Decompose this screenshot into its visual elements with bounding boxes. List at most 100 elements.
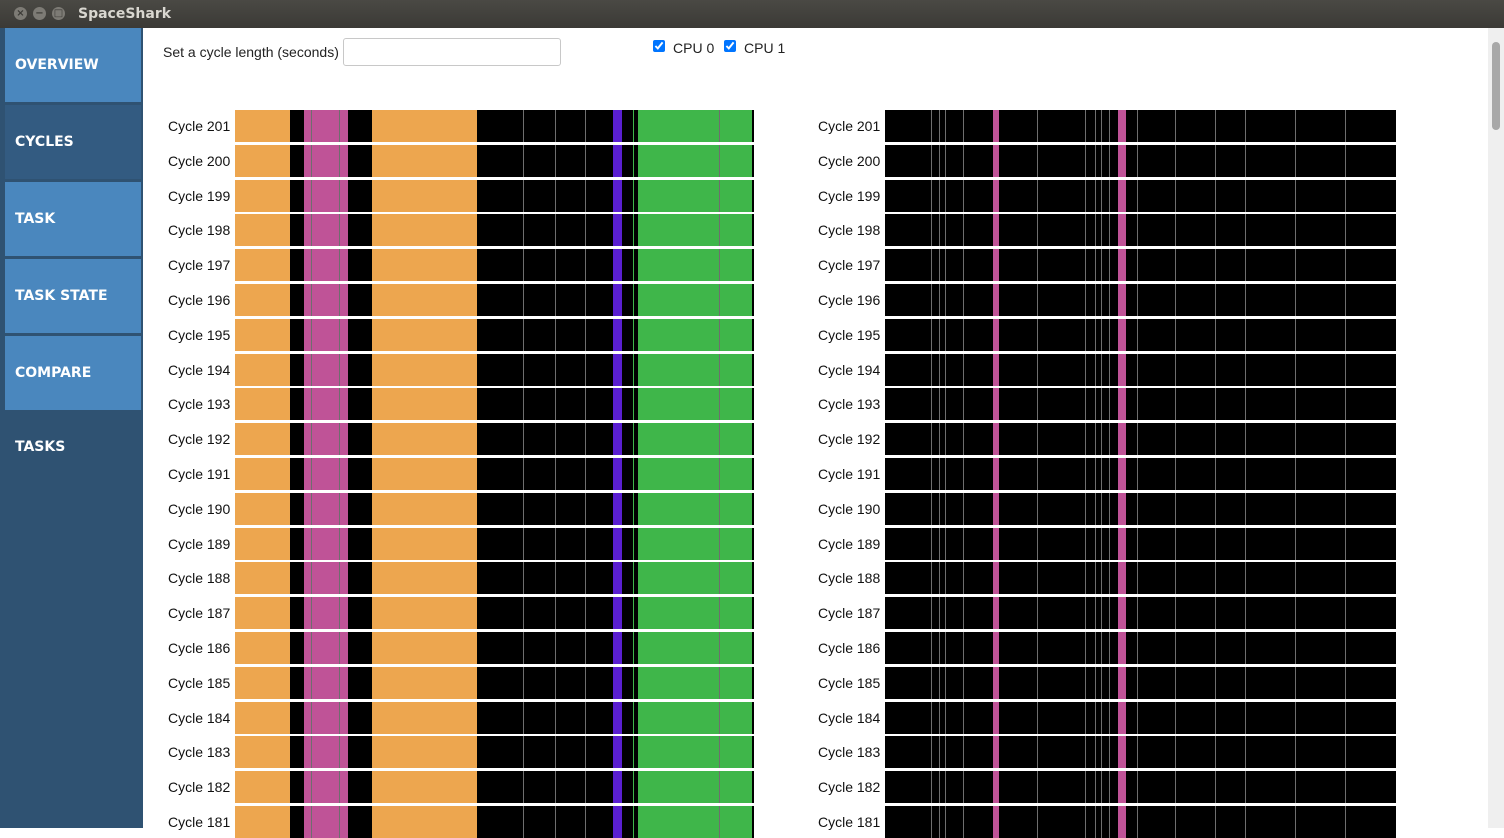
task-tick [455, 701, 456, 734]
cycle-timeline-bar[interactable] [235, 632, 754, 664]
task-segment [477, 806, 613, 838]
task-tick [1175, 562, 1176, 595]
cycle-timeline-bar[interactable] [885, 458, 1396, 490]
close-window-button[interactable]: × [14, 7, 27, 20]
cycle-timeline-bar[interactable] [235, 492, 754, 525]
task-tick [1109, 249, 1110, 282]
cycle-timeline-bar[interactable] [235, 736, 754, 769]
cycle-label: Cycle 200 [818, 152, 881, 169]
task-tick [931, 388, 932, 421]
nav-task-statistics[interactable]: TASK STATISTICS [5, 182, 141, 301]
nav-compare-tasks[interactable]: COMPARE TASKS [5, 336, 141, 455]
cycle-timeline-bar[interactable] [885, 701, 1396, 734]
cycle-timeline-bar[interactable] [885, 736, 1396, 769]
cycle-timeline-bar[interactable] [885, 249, 1396, 282]
cycle-timeline-bar[interactable] [235, 353, 754, 386]
cycle-timeline-bar[interactable] [885, 318, 1396, 351]
cycle-timeline-bar[interactable] [885, 771, 1396, 804]
task-tick [311, 388, 312, 421]
task-tick [276, 771, 277, 804]
cycle-timeline-bar[interactable] [235, 249, 754, 282]
task-tick [1137, 666, 1138, 699]
cycle-timeline-bar[interactable] [885, 527, 1396, 560]
task-tick [1095, 284, 1096, 316]
task-segment [885, 144, 1371, 177]
task-segment [638, 284, 752, 316]
cycle-timeline-bar[interactable] [885, 597, 1396, 630]
cycle-timeline-bar[interactable] [885, 423, 1396, 456]
task-tick [939, 701, 940, 734]
task-tick [1215, 318, 1216, 351]
cycle-length-input[interactable] [343, 38, 561, 66]
cycle-timeline-bar[interactable] [235, 771, 754, 804]
task-tick [719, 110, 720, 142]
nav-cycles[interactable]: CYCLES [5, 105, 141, 179]
task-tick [405, 806, 406, 838]
vertical-scrollbar[interactable] [1488, 28, 1504, 828]
cycle-timeline-bar[interactable] [235, 318, 754, 351]
task-tick [405, 527, 406, 560]
cycle-timeline-bar[interactable] [235, 110, 754, 142]
task-segment [638, 562, 752, 595]
cycle-timeline-bar[interactable] [235, 144, 754, 177]
cycle-timeline-bar[interactable] [235, 423, 754, 456]
task-tick [1109, 318, 1110, 351]
task-tick [455, 458, 456, 490]
task-segment [638, 318, 752, 351]
task-tick [1215, 249, 1216, 282]
cycle-timeline-bar[interactable] [235, 666, 754, 699]
cycle-timeline-bar[interactable] [885, 214, 1396, 247]
cycle-timeline-bar[interactable] [885, 492, 1396, 525]
cycle-timeline-bar[interactable] [885, 284, 1396, 316]
cycle-timeline-bar[interactable] [885, 353, 1396, 386]
cycle-timeline-bar[interactable] [235, 527, 754, 560]
nav-task-state[interactable]: TASK STATE [5, 259, 141, 333]
task-tick [1175, 458, 1176, 490]
task-tick [434, 423, 435, 456]
cycle-timeline-bar[interactable] [235, 701, 754, 734]
cycle-timeline-bar[interactable] [885, 562, 1396, 595]
task-tick [405, 214, 406, 247]
cycle-timeline-bar[interactable] [235, 214, 754, 247]
task-tick [1109, 423, 1110, 456]
task-tick [261, 249, 262, 282]
scrollbar-thumb[interactable] [1492, 42, 1500, 130]
task-tick [719, 527, 720, 560]
cpu0-checkbox[interactable] [653, 40, 665, 52]
task-segment [885, 736, 1371, 769]
cycle-timeline-bar[interactable] [885, 632, 1396, 664]
task-tick [405, 318, 406, 351]
cpu1-checkbox[interactable] [724, 40, 736, 52]
task-segment [622, 736, 638, 769]
task-tick [1295, 318, 1296, 351]
cycle-timeline-bar[interactable] [885, 666, 1396, 699]
task-tick [405, 110, 406, 142]
task-segment [993, 562, 999, 595]
task-tick [719, 144, 720, 177]
task-segment [1118, 110, 1126, 142]
cycle-label: Cycle 197 [818, 257, 881, 274]
cycle-timeline-bar[interactable] [235, 806, 754, 838]
task-tick [1295, 701, 1296, 734]
cycle-timeline-bar[interactable] [235, 597, 754, 630]
cycle-timeline-bar[interactable] [235, 458, 754, 490]
cycle-timeline-bar[interactable] [885, 110, 1396, 142]
cycle-timeline-bar[interactable] [235, 284, 754, 316]
task-tick [1101, 353, 1102, 386]
task-tick [719, 388, 720, 421]
minimize-window-button[interactable]: − [33, 7, 46, 20]
task-tick [555, 318, 556, 351]
task-tick [1137, 701, 1138, 734]
cycle-timeline-bar[interactable] [235, 562, 754, 595]
nav-overview[interactable]: OVERVIEW [5, 28, 141, 102]
task-segment [993, 771, 999, 804]
cycle-timeline-bar[interactable] [885, 144, 1396, 177]
cycle-timeline-bar[interactable] [885, 388, 1396, 421]
maximize-window-button[interactable]: □ [52, 7, 65, 20]
task-tick [1037, 701, 1038, 734]
task-tick [339, 179, 340, 212]
cycle-timeline-bar[interactable] [235, 179, 754, 212]
cycle-timeline-bar[interactable] [885, 179, 1396, 212]
cycle-timeline-bar[interactable] [235, 388, 754, 421]
cycle-timeline-bar[interactable] [885, 806, 1396, 838]
